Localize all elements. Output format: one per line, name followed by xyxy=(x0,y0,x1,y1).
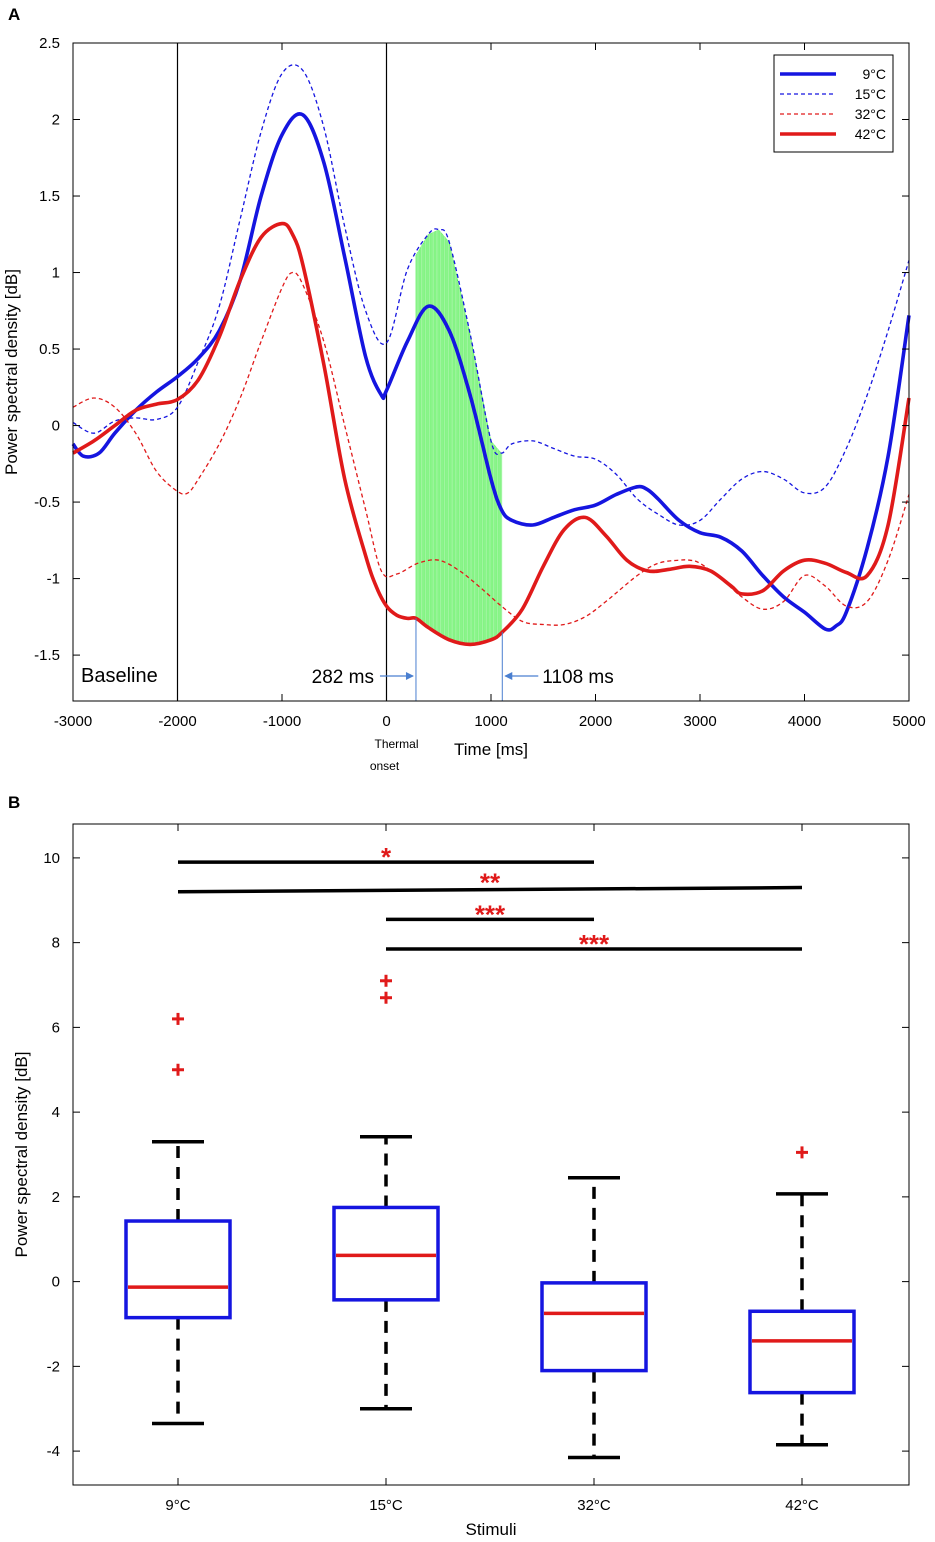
x-tick-label: -3000 xyxy=(54,713,92,730)
y-tick-label: 2 xyxy=(52,1189,60,1206)
x-tick-label: 2000 xyxy=(579,713,612,730)
interquartile-box xyxy=(540,1281,648,1373)
series-line-9c xyxy=(71,112,911,632)
y-tick-label: 1 xyxy=(52,265,60,282)
window-end-annotation: 1108 ms xyxy=(542,667,613,688)
legend-box xyxy=(773,54,894,153)
y-tick-label: 0.5 xyxy=(39,341,60,358)
series-line-32c xyxy=(72,271,910,626)
x-tick-label: 4000 xyxy=(788,713,821,730)
x-tick-label: 5000 xyxy=(892,713,925,730)
y-tick-label: -1.5 xyxy=(34,647,60,664)
significance-stars: * xyxy=(381,842,392,872)
y-tick-label: 0 xyxy=(52,1274,60,1291)
y-tick-label: -2 xyxy=(47,1358,60,1375)
y-tick-label: 8 xyxy=(52,935,60,952)
outlier-marker xyxy=(796,1146,808,1159)
y-tick-label: 4 xyxy=(52,1104,60,1121)
interquartile-box xyxy=(748,1309,856,1395)
panel-a: A -3000 -2000 -1000 0 1000 2000 3000 4000 5000 -1… xyxy=(2,5,926,773)
y-tick-label: 0 xyxy=(52,418,60,435)
interquartile-box xyxy=(124,1219,232,1320)
thermal-onset-annotation-line2: onset xyxy=(370,759,400,773)
y-tick-label: 2 xyxy=(52,112,60,129)
panel-a-plot-area: -3000 -2000 -1000 0 1000 2000 3000 4000 5000 -1.5… xyxy=(34,35,926,730)
x-category-label: 9°C xyxy=(165,1497,190,1514)
y-tick-label: -1 xyxy=(47,571,60,588)
significance-stars: ** xyxy=(480,868,501,898)
x-tick-label: 3000 xyxy=(683,713,716,730)
series-line-42c xyxy=(72,221,911,647)
legend-entry: 32°C xyxy=(855,106,886,122)
panel-a-label: A xyxy=(8,5,20,24)
x-category-label: 32°C xyxy=(577,1497,611,1514)
y-tick-label: -0.5 xyxy=(34,494,60,511)
x-category-label: 42°C xyxy=(785,1497,819,1514)
x-tick-label: 0 xyxy=(382,713,390,730)
y-tick-label: 1.5 xyxy=(39,188,60,205)
panel-a-y-axis-label: Power spectral density [dB] xyxy=(2,269,21,475)
outlier-marker xyxy=(380,991,392,1004)
y-tick-label: 6 xyxy=(52,1019,60,1036)
x-category-label: 15°C xyxy=(369,1497,403,1514)
baseline-annotation: Baseline xyxy=(81,665,158,687)
panel-b-x-axis-label: Stimuli xyxy=(465,1520,516,1539)
x-tick-label: -1000 xyxy=(263,713,301,730)
significance-bracket: * xyxy=(178,842,594,872)
box-42c xyxy=(748,1146,856,1447)
panel-b-y-axis-label: Power spectral density [dB] xyxy=(12,1052,31,1258)
panel-b-label: B xyxy=(8,793,20,812)
outlier-marker xyxy=(172,1063,184,1076)
x-tick-label: 1000 xyxy=(474,713,507,730)
box-32c xyxy=(540,1176,648,1460)
analysis-window-shading xyxy=(415,229,503,645)
significance-bar xyxy=(177,885,803,894)
y-tick-label: -4 xyxy=(47,1443,60,1460)
significance-bracket: *** xyxy=(386,899,594,929)
panel-a-legend: 9°C 15°C 32°C 42°C xyxy=(773,54,894,153)
thermal-onset-annotation-line1: Thermal xyxy=(374,737,418,751)
y-tick-label: 2.5 xyxy=(39,35,60,52)
legend-entry: 42°C xyxy=(855,126,886,142)
series-line-15c xyxy=(72,64,910,526)
x-tick-label: -2000 xyxy=(158,713,196,730)
significance-bracket: ** xyxy=(177,868,803,898)
box-15c xyxy=(332,974,440,1411)
legend-entry: 15°C xyxy=(855,86,886,102)
significance-stars: *** xyxy=(475,899,506,929)
y-tick-label: 10 xyxy=(43,850,60,867)
box-9c xyxy=(124,1012,232,1426)
outlier-marker xyxy=(172,1012,184,1025)
legend-entry: 9°C xyxy=(863,66,887,82)
window-start-arrowhead xyxy=(405,672,414,680)
significance-bracket: *** xyxy=(386,929,802,959)
window-start-annotation: 282 ms xyxy=(312,667,374,688)
panel-a-x-axis-label: Time [ms] xyxy=(454,740,528,759)
significance-stars: *** xyxy=(579,929,610,959)
outlier-marker xyxy=(380,974,392,987)
window-end-arrowhead xyxy=(504,672,513,680)
